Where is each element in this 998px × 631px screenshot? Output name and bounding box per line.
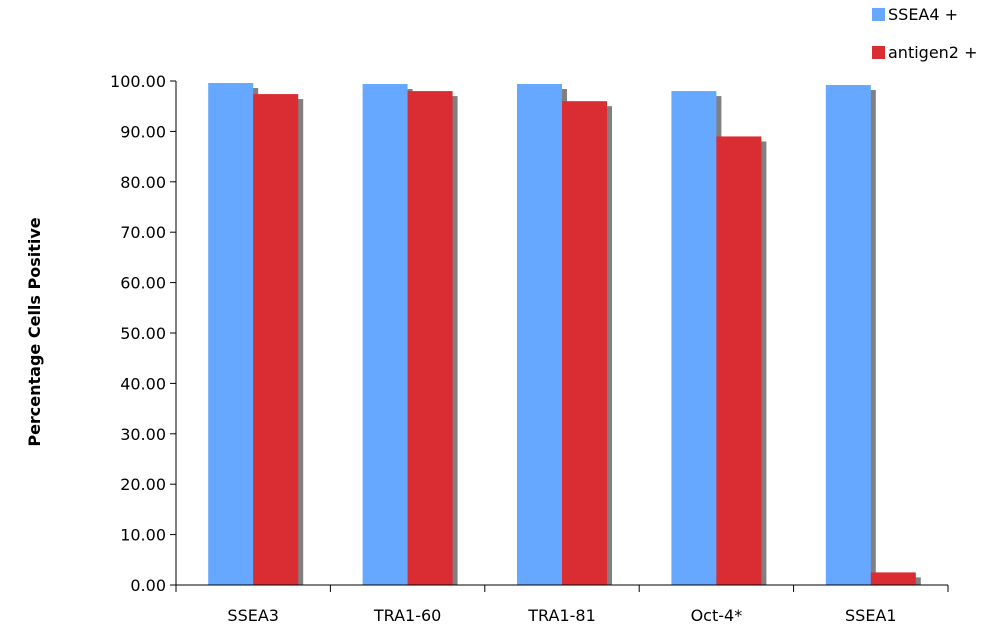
y-tick-label: 90.00 [120, 122, 166, 141]
bar-series1-tra1-81 [517, 84, 562, 586]
x-category-label: TRA1-81 [527, 606, 596, 625]
bar-series2-tra1-60 [407, 91, 453, 585]
y-tick-label: 0.00 [130, 576, 166, 595]
y-tick-label: 80.00 [120, 173, 166, 192]
y-tick-label: 10.00 [120, 526, 166, 545]
bar-series1-oct-4 [671, 91, 717, 585]
x-category-label: SSEA3 [227, 606, 279, 625]
y-tick-label: 60.00 [120, 274, 166, 293]
legend-label: SSEA4 + [888, 5, 958, 24]
bar-series1-ssea3 [208, 83, 254, 586]
x-category-label: Oct-4* [691, 606, 743, 625]
legend: SSEA4 + antigen2 + [872, 5, 977, 62]
legend-swatch [872, 46, 885, 59]
y-ticks: 0.00 10.00 20.00 30.00 40.00 50.00 60.00 70.00 8… [110, 72, 176, 595]
legend-swatch [872, 8, 885, 21]
bar-series2-ssea3 [253, 94, 299, 585]
y-axis-title: Percentage Cells Positive [25, 217, 44, 446]
x-category-label: TRA1-60 [373, 606, 442, 625]
y-tick-label: 30.00 [120, 425, 166, 444]
y-tick-label: 20.00 [120, 475, 166, 494]
x-ticks: SSEA3 TRA1-60 TRA1-81 Oct-4* SSEA1 [175, 585, 949, 625]
bar-series1-ssea1 [825, 85, 871, 586]
bars [208, 83, 916, 586]
y-tick-label: 50.00 [120, 324, 166, 343]
y-tick-label: 40.00 [120, 374, 166, 393]
bar-series2-oct-4 [716, 136, 762, 585]
bar-series2-tra1-81 [562, 101, 607, 585]
legend-label: antigen2 + [888, 43, 977, 62]
y-tick-label: 100.00 [110, 72, 166, 91]
x-category-label: SSEA1 [845, 606, 897, 625]
y-tick-label: 70.00 [120, 223, 166, 242]
bar-series2-ssea1 [870, 572, 916, 585]
bar-series1-tra1-60 [362, 84, 408, 586]
